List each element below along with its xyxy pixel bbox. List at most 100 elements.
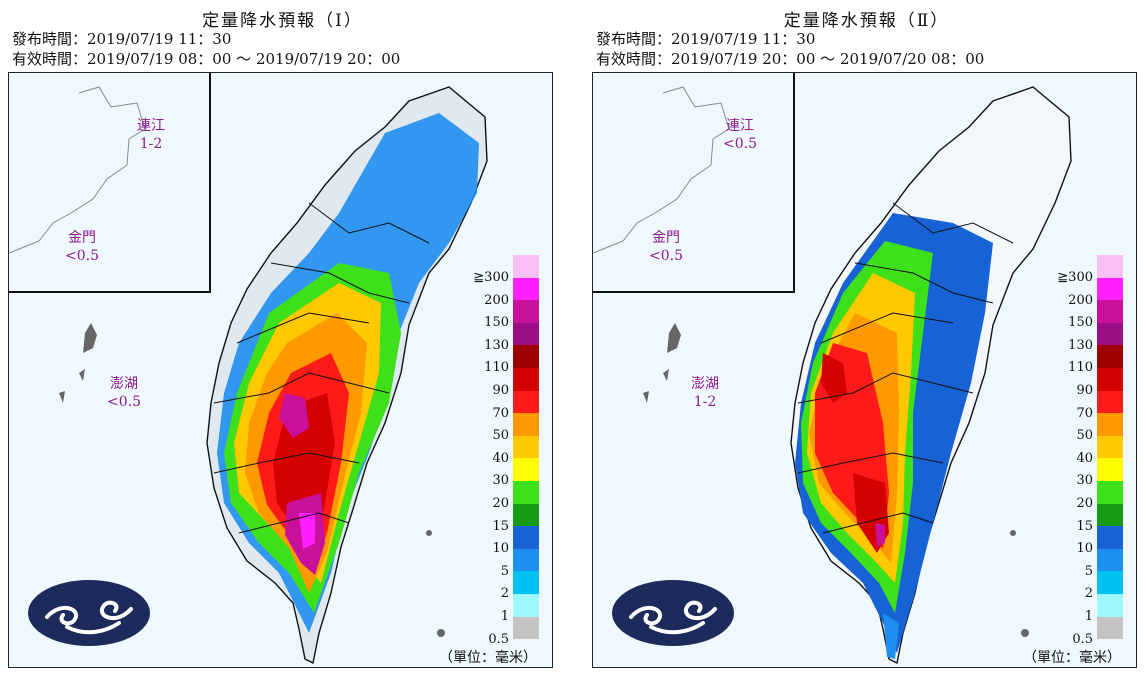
legend-swatch [1097, 503, 1123, 527]
legend-swatch [513, 526, 539, 549]
legend-label: 1 [1084, 608, 1093, 624]
inset-coastline [593, 86, 730, 254]
legend-swatch [513, 322, 539, 346]
valid-time: 有效時間：2019/07/19 20：00 ～ 2019/07/20 08：00 [596, 50, 985, 68]
offshore-islands-inset: 連江 1-2 金門 <0.5 [9, 73, 211, 293]
legend-swatch [1097, 322, 1123, 346]
lienchiang-label: 連江 <0.5 [723, 118, 757, 152]
inset-coastline [9, 86, 146, 254]
legend-swatch [513, 616, 539, 640]
legend-label: 30 [1076, 473, 1093, 489]
penghu-islands [643, 323, 681, 403]
legend-swatch [1097, 458, 1123, 481]
legend-swatch [1097, 413, 1123, 436]
legend-label: 20 [1076, 495, 1093, 511]
rain-area-90mm [821, 353, 889, 553]
legend-swatch [1097, 367, 1123, 391]
legend-label: 15 [492, 518, 509, 534]
legend-swatch [513, 413, 539, 436]
legend-swatch [1097, 435, 1123, 459]
cwb-logo-icon [28, 580, 150, 646]
legend-swatch [1097, 526, 1123, 549]
green-island [426, 530, 432, 536]
lienchiang-label: 連江 1-2 [137, 118, 165, 152]
forecast-panel-2: 定量降水預報（Ⅱ） 發布時間：2019/07/19 11：30 有效時間：201… [584, 0, 1146, 676]
rainfall-map: 連江 <0.5 金門 <0.5 澎湖 1-2 ≧300 200 150 130 110 9… [592, 72, 1137, 668]
county-boundaries [797, 202, 1014, 534]
legend-label: 20 [492, 495, 509, 511]
legend-swatch [513, 571, 539, 594]
legend-label: 40 [492, 450, 509, 466]
legend-swatch [513, 548, 539, 572]
legend-label: 110 [1068, 360, 1093, 376]
green-island [1010, 530, 1016, 536]
legend-label: 15 [1076, 518, 1093, 534]
legend-swatch [513, 367, 539, 391]
legend-label: 0.5 [1072, 631, 1093, 647]
penghu-islands [59, 323, 97, 403]
legend-label: 30 [492, 473, 509, 489]
legend-swatch [513, 255, 539, 278]
legend-label: ≧300 [473, 270, 509, 285]
legend-swatch [513, 435, 539, 459]
legend-swatch [513, 503, 539, 527]
rainfall-legend [1097, 255, 1123, 640]
legend-label: 110 [484, 360, 509, 376]
legend-swatch [513, 480, 539, 504]
legend-label: 50 [492, 428, 509, 444]
penghu-label: 澎湖 <0.5 [107, 376, 141, 410]
legend-label: 5 [500, 563, 509, 579]
legend-swatch [513, 277, 539, 301]
rainfall-map: 連江 1-2 金門 <0.5 澎湖 <0.5 ≧300 200 150 130 110 9… [8, 72, 553, 668]
unit-label: （單位：毫米） [439, 650, 537, 666]
legend-swatch [1097, 255, 1123, 278]
rain-area-150mm [875, 523, 885, 547]
legend-label: 150 [1068, 315, 1093, 331]
legend-label: 1 [500, 608, 509, 624]
penghu-label: 澎湖 1-2 [691, 376, 719, 410]
legend-swatch [513, 345, 539, 368]
legend-label: 2 [500, 586, 509, 602]
orchid-island [1021, 629, 1029, 637]
legend-label: 10 [1076, 541, 1093, 557]
issued-time: 發布時間：2019/07/19 11：30 [596, 30, 816, 48]
legend-swatch [1097, 277, 1123, 301]
legend-label: 0.5 [488, 631, 509, 647]
legend-swatch [1097, 480, 1123, 504]
taiwan-rainfall-map-graphic [9, 86, 488, 665]
legend-label: 130 [484, 337, 509, 353]
rain-area-200mm [299, 513, 315, 549]
legend-label: 70 [492, 405, 509, 421]
legend-label: 200 [1068, 292, 1093, 308]
cwb-logo-icon [612, 580, 734, 646]
issued-time: 發布時間：2019/07/19 11：30 [12, 30, 232, 48]
legend-swatch [1097, 616, 1123, 640]
rain-area-5mm-tip [883, 613, 899, 659]
panel-title: 定量降水預報（Ⅱ） [783, 11, 950, 31]
legend-label: 2 [1084, 586, 1093, 602]
orchid-island [437, 629, 445, 637]
rainfall-legend-labels: ≧300 200 150 130 110 90 70 50 40 30 20 15 10 5 2 1 0.5 [465, 255, 509, 646]
valid-time: 有效時間：2019/07/19 08：00 ～ 2019/07/19 20：00 [12, 50, 401, 68]
legend-swatch [1097, 571, 1123, 594]
legend-swatch [1097, 593, 1123, 617]
legend-swatch [1097, 390, 1123, 414]
legend-swatch [513, 300, 539, 323]
kinmen-label: 金門 <0.5 [649, 230, 683, 264]
taiwan-rainfall-map-graphic [593, 86, 1072, 665]
legend-swatch [1097, 548, 1123, 572]
rainfall-legend [513, 255, 539, 640]
legend-label: 150 [484, 315, 509, 331]
rainfall-legend-labels: ≧300 200 150 130 110 90 70 50 40 30 20 15 10 5 2 1 0.5 [1049, 255, 1093, 646]
offshore-islands-inset: 連江 <0.5 金門 <0.5 [593, 73, 795, 293]
unit-label: （單位：毫米） [1023, 650, 1121, 666]
rain-area-150mm-north [279, 393, 309, 438]
forecast-panel-1: 定量降水預報（Ⅰ） 發布時間：2019/07/19 11：30 有效時間：201… [0, 0, 565, 676]
legend-label: 5 [1084, 563, 1093, 579]
legend-label: 70 [1076, 405, 1093, 421]
legend-label: ≧300 [1057, 270, 1093, 285]
legend-swatch [513, 593, 539, 617]
kinmen-label: 金門 <0.5 [65, 230, 99, 264]
legend-swatch [513, 458, 539, 481]
legend-label: 40 [1076, 450, 1093, 466]
